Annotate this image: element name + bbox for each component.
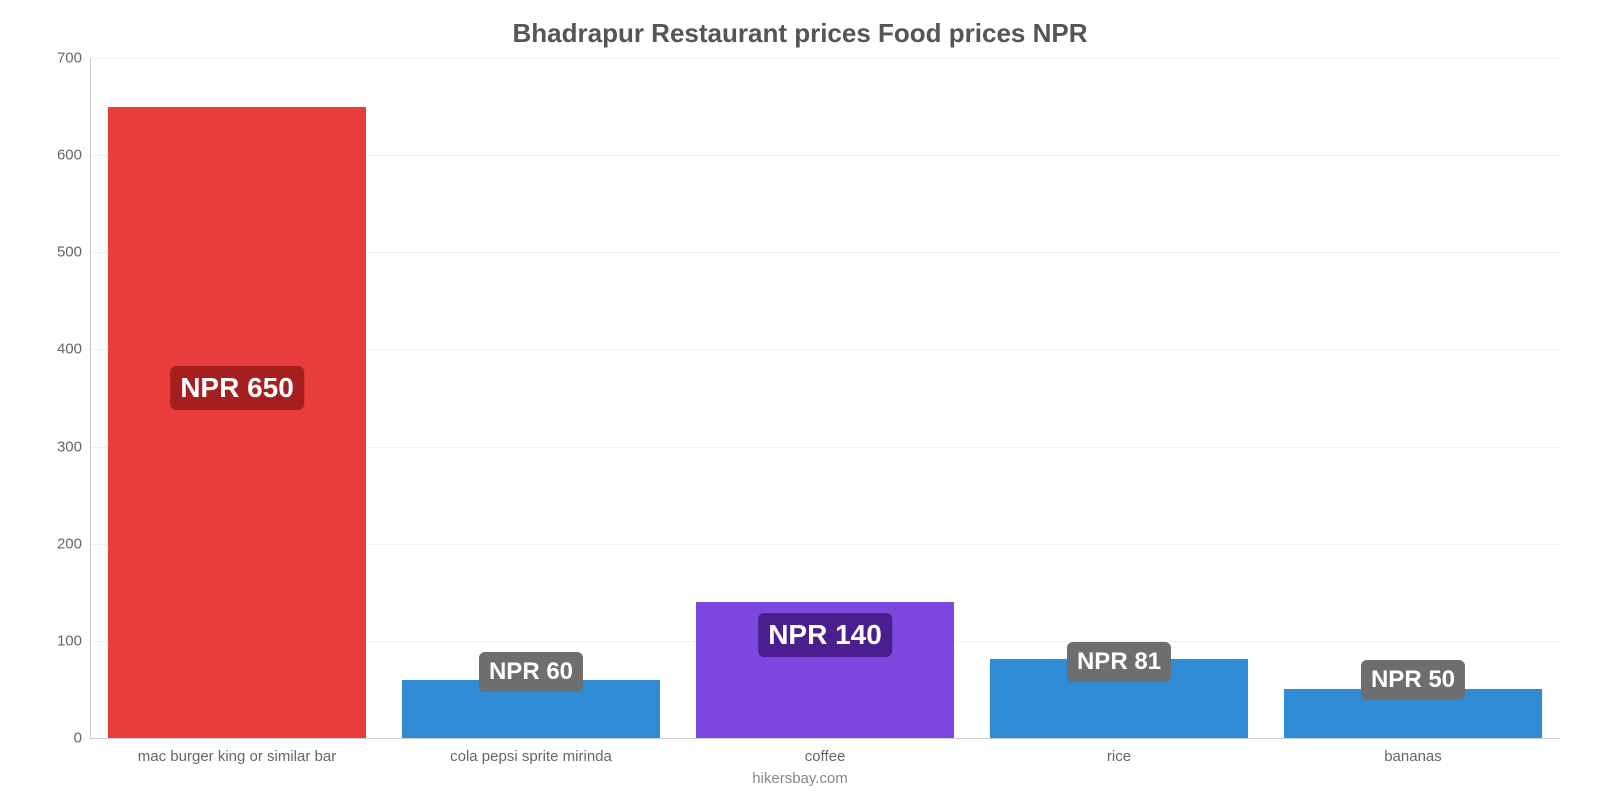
x-tick-label: cola pepsi sprite mirinda	[450, 748, 612, 765]
y-tick-label: 200	[40, 535, 82, 552]
source-label: hikersbay.com	[0, 770, 1600, 787]
plot-area: 0100200300400500600700mac burger king or…	[90, 58, 1560, 738]
y-axis	[90, 58, 91, 738]
x-axis	[90, 738, 1560, 739]
gridline	[90, 58, 1560, 59]
value-badge: NPR 81	[1067, 642, 1171, 682]
y-tick-label: 500	[40, 244, 82, 261]
y-tick-label: 600	[40, 147, 82, 164]
x-tick-label: mac burger king or similar bar	[138, 748, 336, 765]
chart-title: Bhadrapur Restaurant prices Food prices …	[0, 0, 1600, 49]
y-tick-label: 700	[40, 50, 82, 67]
value-badge: NPR 60	[479, 652, 583, 692]
y-tick-label: 400	[40, 341, 82, 358]
bar	[108, 107, 367, 738]
x-tick-label: rice	[1107, 748, 1131, 765]
value-badge: NPR 50	[1361, 660, 1465, 700]
x-tick-label: coffee	[805, 748, 846, 765]
y-tick-label: 300	[40, 438, 82, 455]
value-badge: NPR 140	[758, 613, 892, 657]
y-tick-label: 0	[40, 730, 82, 747]
y-tick-label: 100	[40, 632, 82, 649]
x-tick-label: bananas	[1384, 748, 1442, 765]
chart-container: Bhadrapur Restaurant prices Food prices …	[0, 0, 1600, 800]
value-badge: NPR 650	[170, 366, 304, 410]
